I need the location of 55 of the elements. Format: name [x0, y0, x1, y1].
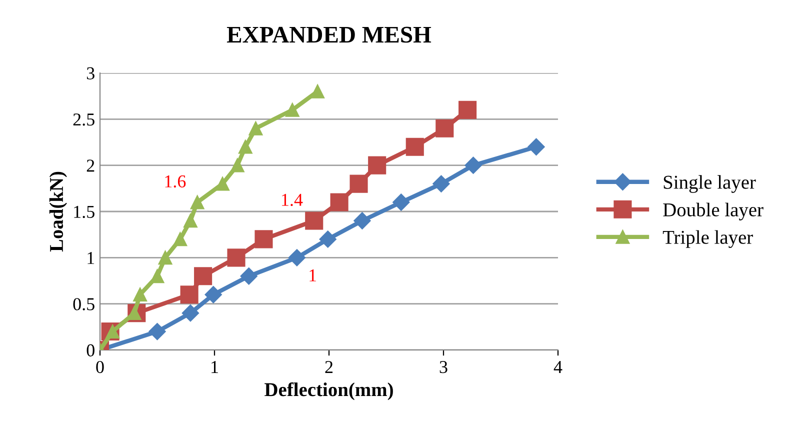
point [184, 214, 198, 228]
point [368, 156, 386, 174]
point [133, 288, 148, 302]
point [354, 212, 371, 230]
point [432, 175, 450, 192]
annotation: 1.6 [165, 175, 186, 188]
legend-label: Single layer [664, 175, 756, 193]
y-tick-label: 2 [86, 160, 94, 172]
x-tick-label: 0 [96, 360, 104, 374]
annotation: 1.4 [282, 194, 303, 206]
point [230, 158, 244, 172]
point [180, 286, 198, 304]
y-tick-label: 1 [88, 252, 94, 264]
point [194, 267, 212, 286]
y-tick-label: 0 [86, 344, 94, 356]
y-tick-label: 0.5 [73, 298, 94, 310]
point [190, 195, 204, 210]
point [240, 268, 258, 285]
point [150, 269, 164, 284]
point [392, 194, 410, 211]
point [305, 212, 324, 230]
point [248, 121, 263, 136]
point [464, 156, 482, 174]
x-axis-title: Deflection(mm) [264, 382, 393, 400]
x-tick-label: 2 [325, 360, 333, 373]
legend-label: Double layer [663, 202, 764, 220]
x-tick-label: 3 [440, 360, 448, 374]
x-tick-label: 4 [554, 361, 562, 373]
legend-label: Triple layer [662, 230, 753, 248]
point [436, 119, 454, 138]
y-axis-title: Load(kN) [49, 172, 68, 252]
point [406, 138, 424, 156]
point [288, 249, 306, 266]
point [254, 230, 273, 248]
point [204, 286, 222, 304]
annotation: 1 [310, 269, 316, 282]
point [350, 174, 368, 193]
point [216, 176, 230, 191]
y-tick-label: 3 [86, 67, 94, 80]
point [158, 250, 172, 265]
x-tick-label: 1 [212, 361, 218, 373]
y-tick-label: 2.5 [73, 113, 94, 126]
point [148, 322, 166, 340]
point [227, 248, 246, 267]
point [458, 100, 477, 119]
point [310, 84, 324, 98]
point [285, 102, 300, 117]
point [528, 138, 545, 156]
chart-title: EXPANDED MESH [226, 26, 432, 43]
point [330, 193, 348, 212]
y-tick-label: 1.5 [74, 206, 94, 218]
point [238, 140, 252, 154]
point [182, 304, 200, 322]
point [173, 232, 188, 246]
point [319, 230, 336, 248]
